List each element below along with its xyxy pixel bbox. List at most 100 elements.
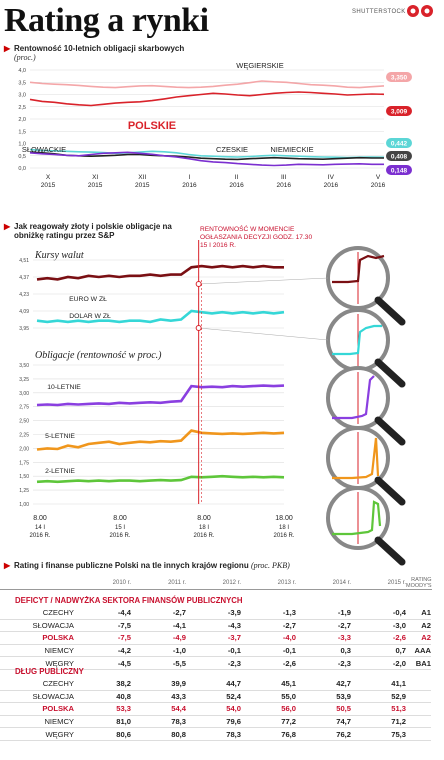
y-tick-label: 2,5 xyxy=(18,105,26,111)
value-cell: 79,6 xyxy=(186,715,241,729)
value-cell: -7,5 xyxy=(76,631,131,645)
table-row: CZECHY 38,2 39,9 44,7 45,1 42,7 41,1 xyxy=(0,678,431,691)
page-title: Rating a rynki xyxy=(4,2,209,39)
end-value-label: 3,350 xyxy=(391,75,408,82)
country-cell: NIEMCY xyxy=(0,644,76,658)
table-row: CZECHY -4,4 -2,7 -3,9 -1,3 -1,9 -0,4 A1 xyxy=(0,607,431,620)
y-tick-label: 2,25 xyxy=(19,433,29,439)
x-tick-label: IV xyxy=(328,174,335,181)
decision-point-marker xyxy=(195,325,202,331)
country-cell: POLSKA xyxy=(0,702,76,716)
y-tick-label: 1,50 xyxy=(19,474,29,480)
value-cell: -2,7 xyxy=(131,607,186,620)
y-tick-label: 0,0 xyxy=(18,166,26,172)
col-header: 2010 r. xyxy=(76,577,131,590)
table-row: SŁOWACJA 40,8 43,3 52,4 55,0 53,9 52,9 xyxy=(0,690,431,704)
table-row: POLSKA 53,3 54,4 54,0 56,0 50,5 51,3 xyxy=(0,702,431,716)
y-tick-label: 1,75 xyxy=(19,460,29,466)
y-tick-label: 4,09 xyxy=(19,309,29,315)
decision-point-marker xyxy=(195,281,202,287)
y-tick-label: 4,51 xyxy=(19,258,29,264)
chart1-title: Rentowność 10-letnich obligacji skarbowy… xyxy=(14,44,185,53)
y-tick-label: 3,0 xyxy=(18,93,26,99)
value-cell: -2,3 xyxy=(296,656,351,670)
rating-cell xyxy=(406,678,431,691)
country-cell: POLSKA xyxy=(0,631,76,645)
x-tick-label: 2015 xyxy=(41,182,56,189)
section-arrow-icon: ▶ xyxy=(4,44,11,53)
magnifier-handle xyxy=(374,296,406,326)
col-header: 2015 r. xyxy=(351,577,406,590)
series-label: EURO W ZŁ xyxy=(69,296,107,303)
end-value-badge xyxy=(386,138,412,148)
decision-annotation: RENTOWNOŚĆ W MOMENCIE OGŁASZANIA DECYZJI… xyxy=(200,226,313,249)
x-tick-label: 2015 xyxy=(88,182,103,189)
x-tick-label: 2016 xyxy=(276,182,291,189)
value-cell: 80,8 xyxy=(131,727,186,741)
table-title-text: Rating i finanse publiczne Polski na tle… xyxy=(14,561,249,570)
table-row: WĘGRY -4,5 -5,5 -2,3 -2,6 -2,3 -2,0 BA1 xyxy=(0,656,431,670)
table-header-empty xyxy=(0,577,76,590)
x-tick-label: 18.00 xyxy=(275,515,293,522)
value-cell: 53,9 xyxy=(296,690,351,704)
value-cell: 43,3 xyxy=(131,690,186,704)
series-line xyxy=(36,384,285,407)
value-cell: 38,2 xyxy=(76,678,131,691)
y-tick-label: 2,75 xyxy=(19,405,29,411)
value-cell: 50,5 xyxy=(296,702,351,716)
value-cell: -4,4 xyxy=(76,607,131,620)
x-tick-label: 8.00 xyxy=(113,515,127,522)
value-cell: -3,9 xyxy=(186,607,241,620)
value-cell: 40,8 xyxy=(76,690,131,704)
x-tick-label: 8.00 xyxy=(197,515,211,522)
series-label: SŁOWACKIE xyxy=(22,145,66,154)
x-tick-label: 2016 R. xyxy=(29,533,50,539)
value-cell: 54,0 xyxy=(186,702,241,716)
x-tick-label: 2016 xyxy=(324,182,339,189)
panel-title: Obligacje (rentowność w proc.) xyxy=(35,350,162,361)
x-tick-label: V xyxy=(376,174,381,181)
series-line xyxy=(36,309,285,324)
table-unit: (proc. PKB) xyxy=(250,561,290,570)
series-line xyxy=(36,264,284,281)
value-cell: -5,5 xyxy=(131,656,186,670)
value-cell: -1,3 xyxy=(241,607,296,620)
value-cell: 39,9 xyxy=(131,678,186,691)
value-cell: -0,1 xyxy=(186,644,241,658)
series-line xyxy=(29,151,384,161)
value-cell: -4,5 xyxy=(76,656,131,670)
magnified-series-line xyxy=(332,437,380,480)
end-value-badge xyxy=(386,151,412,161)
x-tick-label: 2015 xyxy=(135,182,150,189)
x-tick-label: 18 I xyxy=(279,525,289,531)
value-cell: 80,6 xyxy=(76,727,131,741)
series-line xyxy=(29,80,385,89)
debt-table: CZECHY 38,2 39,9 44,7 45,1 42,7 41,1 SŁOWACJA 40… xyxy=(0,678,431,741)
country-cell: SŁOWACJA xyxy=(0,690,76,704)
country-cell: CZECHY xyxy=(0,678,76,691)
magnifier-handle xyxy=(374,358,406,388)
value-cell: 76,2 xyxy=(296,727,351,741)
value-cell: 42,7 xyxy=(296,678,351,691)
value-cell: -4,9 xyxy=(131,631,186,645)
value-cell: 53,3 xyxy=(76,702,131,716)
country-cell: WĘGRY xyxy=(0,656,76,670)
x-tick-label: 14 I xyxy=(35,525,45,531)
x-tick-label: 15 I xyxy=(115,525,125,531)
value-cell: -2,7 xyxy=(241,619,296,633)
y-tick-label: 2,0 xyxy=(18,117,26,123)
value-cell: -4,1 xyxy=(131,619,186,633)
series-label: 5-LETNIE xyxy=(45,433,75,440)
value-cell: -2,3 xyxy=(186,656,241,670)
magnifier-handle xyxy=(374,536,406,566)
connector-line xyxy=(198,277,329,285)
value-cell: -2,7 xyxy=(296,619,351,633)
rating-cell: BA1 xyxy=(406,656,431,670)
value-cell: -1,9 xyxy=(296,607,351,620)
deficit-table: CZECHY -4,4 -2,7 -3,9 -1,3 -1,9 -0,4 A1 SŁOWACJA… xyxy=(0,607,431,670)
col-header: 2011 r. xyxy=(131,577,186,590)
value-cell: 52,4 xyxy=(186,690,241,704)
y-tick-label: 3,00 xyxy=(19,391,29,397)
country-cell: CZECHY xyxy=(0,607,76,620)
col-header-rating: RATING MOODY'S xyxy=(406,577,432,590)
